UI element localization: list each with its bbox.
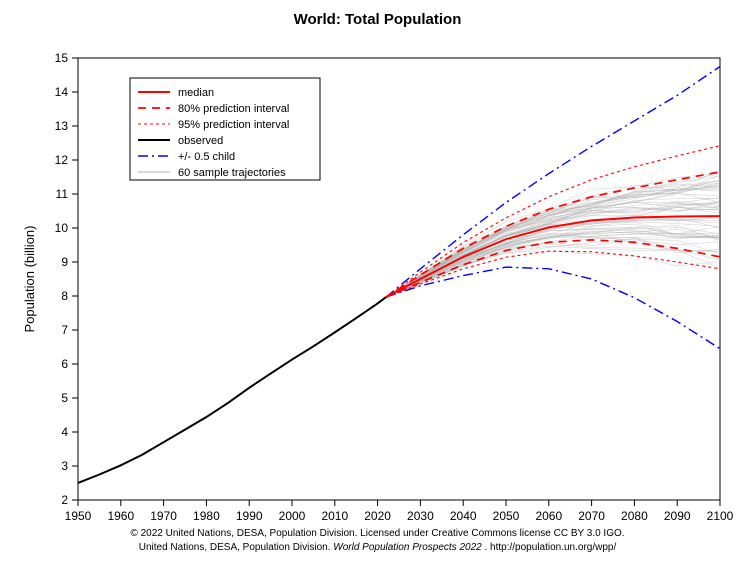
legend-label: median xyxy=(178,87,214,99)
x-tick-label: 1970 xyxy=(150,509,177,523)
x-tick-label: 2080 xyxy=(621,509,648,523)
y-tick-label: 3 xyxy=(61,459,68,473)
x-tick-label: 2010 xyxy=(321,509,348,523)
x-tick-label: 2100 xyxy=(707,509,734,523)
x-tick-label: 2020 xyxy=(364,509,391,523)
x-tick-label: 2050 xyxy=(493,509,520,523)
x-tick-label: 1990 xyxy=(236,509,263,523)
y-tick-label: 11 xyxy=(56,187,69,201)
x-tick-label: 2060 xyxy=(535,509,562,523)
y-tick-label: 6 xyxy=(61,357,68,371)
legend-label: +/- 0.5 child xyxy=(178,151,235,163)
x-tick-label: 2070 xyxy=(578,509,605,523)
y-tick-label: 9 xyxy=(61,255,68,269)
y-tick-label: 5 xyxy=(61,391,68,405)
y-tick-label: 10 xyxy=(55,221,69,235)
x-tick-label: 1950 xyxy=(65,509,92,523)
caption-line-2: United Nations, DESA, Population Divisio… xyxy=(139,542,617,553)
x-tick-label: 2040 xyxy=(450,509,477,523)
y-tick-label: 13 xyxy=(55,119,69,133)
x-tick-label: 1960 xyxy=(107,509,134,523)
y-tick-label: 7 xyxy=(61,323,68,337)
legend-label: observed xyxy=(178,135,223,147)
legend-label: 80% prediction interval xyxy=(178,103,289,115)
caption-line-1: © 2022 United Nations, DESA, Population … xyxy=(130,528,624,539)
chart-title: World: Total Population xyxy=(294,11,462,28)
y-tick-label: 8 xyxy=(61,289,68,303)
y-tick-label: 14 xyxy=(55,85,69,99)
population-chart: World: Total Population 1950 1960 1970 1980 1… xyxy=(0,0,755,566)
y-tick-label: 4 xyxy=(61,425,68,439)
chart-svg: World: Total Population 1950 1960 1970 1980 1… xyxy=(0,0,755,566)
x-tick-label: 2090 xyxy=(664,509,691,523)
x-tick-label: 1980 xyxy=(193,509,220,523)
y-tick-label: 15 xyxy=(55,51,69,65)
x-tick-label: 2000 xyxy=(279,509,306,523)
legend-label: 60 sample trajectories xyxy=(178,167,286,179)
legend-label: 95% prediction interval xyxy=(178,119,289,131)
y-axis-label: Population (billion) xyxy=(22,226,37,333)
x-tick-label: 2030 xyxy=(407,509,434,523)
y-tick-label: 12 xyxy=(55,153,69,167)
legend: median 80% prediction interval 95% predict… xyxy=(130,78,320,180)
y-tick-label: 2 xyxy=(61,493,68,507)
